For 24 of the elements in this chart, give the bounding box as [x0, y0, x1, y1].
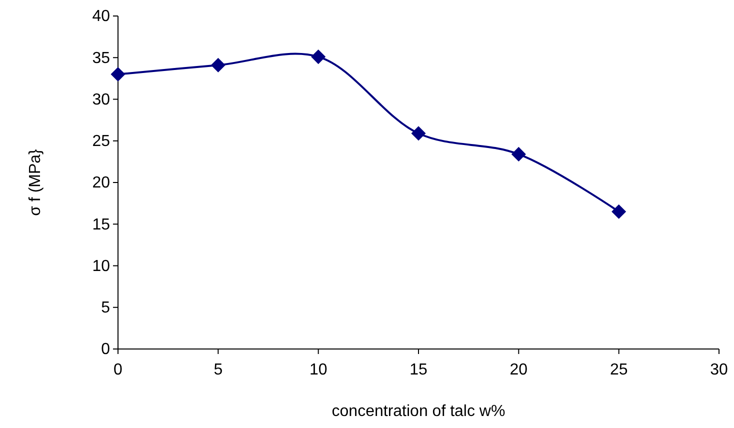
- x-tick-label: 15: [410, 362, 428, 379]
- x-tick-label: 30: [710, 362, 728, 379]
- point: [411, 126, 426, 140]
- point: [311, 50, 326, 64]
- point: [512, 147, 526, 162]
- point: [110, 67, 126, 82]
- x-tick-label: 25: [610, 362, 628, 379]
- x-tick-label: 5: [214, 362, 223, 379]
- x-tick-label: 10: [309, 362, 328, 379]
- point: [612, 204, 626, 219]
- y-axis-title: σ f (MPa}: [27, 148, 44, 216]
- y-tick-label: 40: [92, 8, 110, 26]
- y-tick-label: 35: [92, 50, 110, 67]
- y-tick-label: 15: [92, 216, 110, 234]
- x-tick-label: 20: [510, 362, 528, 379]
- y-tick-label: 20: [92, 174, 110, 192]
- y-tick-label: 5: [101, 299, 110, 316]
- point: [211, 58, 226, 72]
- y-tick-label: 30: [92, 91, 110, 108]
- x-tick-label: 0: [114, 362, 123, 379]
- y-tick-label: 10: [92, 258, 110, 275]
- x-axis-title: concentration of talc w%: [332, 403, 506, 420]
- y-tick-label: 25: [92, 132, 110, 150]
- y-tick-label: 0: [101, 341, 110, 358]
